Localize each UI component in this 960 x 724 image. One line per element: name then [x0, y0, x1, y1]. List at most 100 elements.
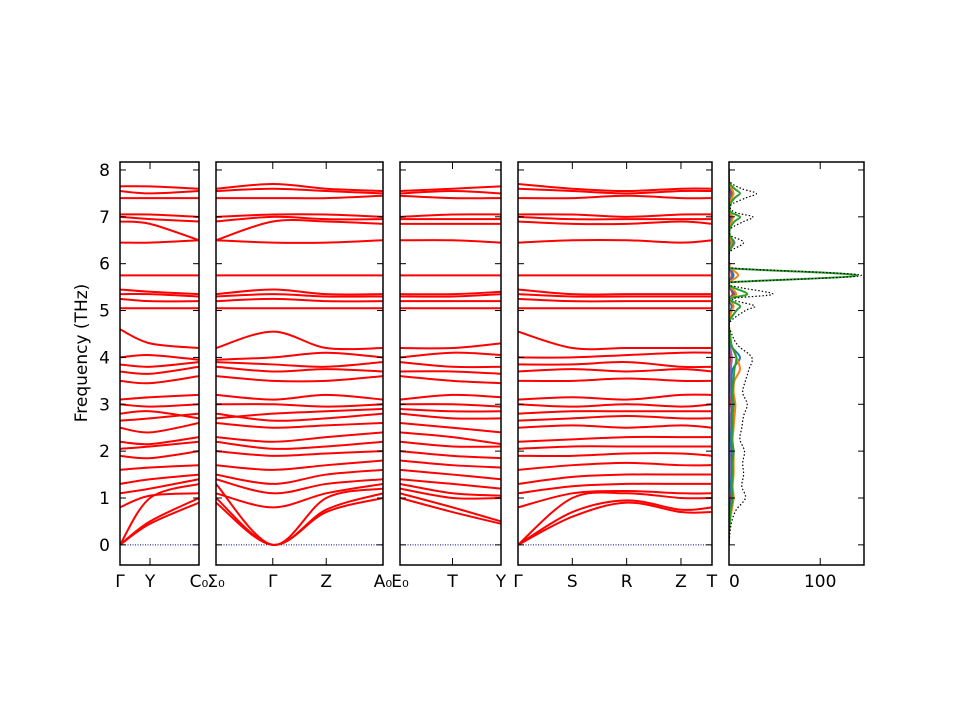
phonon-band-18 — [518, 361, 712, 369]
phonon-band-14 — [518, 403, 712, 408]
bands-layer — [120, 169, 862, 546]
phonon-band-13 — [518, 410, 712, 415]
y-tick-label: 8 — [99, 161, 110, 181]
phonon-band-26 — [518, 238, 712, 244]
phonon-band-18 — [120, 361, 199, 368]
phonon-band-11 — [120, 422, 199, 434]
phonon-band-28 — [518, 215, 712, 221]
y-tick-label: 2 — [99, 442, 110, 462]
phonon-band-3 — [216, 483, 383, 546]
panel-4-frame — [517, 161, 713, 566]
phonon-band-19 — [216, 351, 383, 361]
phonon-band-6 — [400, 468, 501, 481]
phonon-band-28 — [120, 215, 199, 223]
phonon-band-10 — [216, 431, 383, 443]
phonon-band-4 — [400, 482, 501, 497]
x-tick-label: Γ — [115, 572, 125, 592]
y-tick-label: 4 — [99, 348, 110, 368]
phonon-band-17 — [518, 368, 712, 373]
phonon-band-3 — [120, 482, 199, 546]
phonon-band-10 — [120, 436, 199, 446]
x-tick-label: S — [567, 572, 578, 592]
phonon-band-32 — [216, 183, 383, 193]
phonon-band-19 — [518, 351, 712, 359]
phonon-band-2 — [120, 497, 199, 546]
phonon-band-31 — [216, 187, 383, 195]
phonon-band-8 — [518, 452, 712, 457]
panel-2-frame — [215, 161, 384, 566]
phonon-band-13 — [120, 410, 199, 420]
phonon-band-11 — [400, 422, 501, 434]
phonon-band-8 — [120, 450, 199, 460]
phonon-band-6 — [518, 473, 712, 485]
phonon-band-14 — [400, 403, 501, 408]
phonon-band-8 — [400, 450, 501, 460]
phonon-band-20 — [518, 330, 712, 351]
phonon-band-19 — [120, 354, 199, 361]
phonon-band-31 — [120, 190, 199, 195]
band-panel-2 — [216, 183, 383, 546]
phonon-band-20 — [120, 328, 199, 350]
phonon-band-23 — [518, 293, 712, 298]
phonon-band-7 — [120, 464, 199, 471]
phonon-band-9 — [120, 440, 199, 450]
phonon-band-12 — [120, 412, 199, 422]
phonon-band-20 — [400, 342, 501, 350]
phonon-band-1 — [216, 497, 383, 546]
phonon-band-14 — [120, 403, 199, 408]
phonon-band-3 — [400, 487, 501, 500]
phonon-band-4 — [518, 489, 712, 509]
x-tick-label: Z — [320, 572, 332, 592]
phonon-band-18 — [216, 361, 383, 368]
phonon-band-6 — [120, 473, 199, 485]
phonon-band-24 — [400, 290, 501, 296]
phonon-band-2 — [518, 499, 712, 546]
phonon-band-8 — [216, 450, 383, 457]
phonon-band-30 — [400, 194, 501, 200]
x-tick-label: E₀ — [391, 572, 409, 592]
dos-panel — [729, 169, 862, 545]
y-tick-label: 7 — [99, 208, 110, 228]
phonon-band-17 — [120, 365, 199, 375]
phonon-band-20 — [216, 330, 383, 351]
phonon-band-32 — [120, 185, 199, 190]
dos-x-tick-label: 100 — [804, 572, 836, 592]
x-tick-label: A₀ — [374, 572, 393, 592]
x-tick-label: Σ₀ — [207, 572, 225, 592]
x-tick-label: T — [446, 572, 458, 592]
phonon-band-29 — [216, 213, 383, 218]
phonon-band-1 — [400, 497, 501, 525]
phonon-band-6 — [216, 468, 383, 485]
phonon-band-24 — [216, 288, 383, 296]
phonon-band-27 — [518, 220, 712, 226]
phonon-band-22 — [518, 297, 712, 303]
phonon-band-24 — [518, 288, 712, 296]
phonon-band-28 — [216, 215, 383, 223]
phonon-band-10 — [400, 431, 501, 446]
band-panel-4 — [518, 183, 712, 546]
phonon-band-27 — [120, 220, 199, 242]
phonon-band-26 — [216, 239, 383, 244]
phonon-band-17 — [400, 370, 501, 375]
y-axis-label: Frequency (THz) — [72, 284, 92, 423]
phonon-band-23 — [216, 293, 383, 298]
phonon-band-5 — [400, 478, 501, 490]
dos-curve-total — [729, 169, 862, 545]
band-panel-1 — [120, 185, 199, 546]
phonon-band-16 — [120, 375, 199, 385]
phonon-band-16 — [518, 377, 712, 383]
dos-frame — [728, 161, 865, 566]
phonon-band-3 — [518, 491, 712, 546]
panel-1-frame — [119, 161, 200, 566]
phonon-band-31 — [400, 190, 501, 195]
phonon-band-31 — [518, 187, 712, 195]
phonon-band-15 — [216, 393, 383, 401]
x-tick-label: Y — [144, 572, 156, 592]
phonon-band-7 — [216, 459, 383, 471]
phonon-band-10 — [518, 435, 712, 443]
phonon-band-5 — [120, 478, 199, 495]
y-tick-label: 0 — [99, 536, 110, 556]
phonon-band-2 — [400, 492, 501, 523]
